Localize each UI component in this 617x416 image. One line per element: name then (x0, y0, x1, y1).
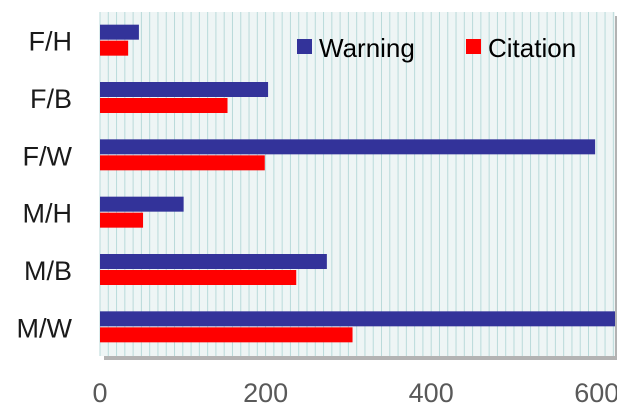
bar-warning-f-w (100, 139, 596, 155)
x-tick-label: 200 (243, 378, 288, 408)
bar-warning-f-b (100, 82, 269, 97)
bar-citation-f-h (100, 40, 129, 56)
bars-group (100, 24, 615, 343)
bar-warning-f-h (100, 24, 139, 40)
legend-label-citation: Citation (488, 33, 576, 63)
legend-swatch-citation (466, 39, 481, 54)
legend: Warning Citation (297, 33, 576, 63)
bar-citation-m-h (100, 212, 144, 228)
bar-citation-m-w (100, 327, 353, 343)
legend-swatch-warning (297, 39, 312, 54)
bar-warning-m-h (100, 196, 184, 212)
bar-citation-m-b (100, 270, 297, 285)
bar-warning-m-b (100, 254, 327, 269)
y-tick-label: M/W (17, 313, 73, 343)
x-tick-label: 400 (409, 378, 454, 408)
y-tick-label: F/B (30, 84, 72, 114)
plot-background (100, 12, 615, 356)
legend-label-warning: Warning (319, 33, 415, 63)
x-tick-label: 600 (574, 378, 617, 408)
y-tick-label: F/W (23, 141, 73, 171)
y-tick-label: F/H (29, 27, 73, 57)
x-tick-label: 0 (92, 378, 107, 408)
bar-warning-m-w (100, 311, 615, 327)
bar-citation-f-b (100, 98, 228, 113)
bar-citation-f-w (100, 155, 265, 171)
y-tick-label: M/B (24, 256, 72, 286)
labels-group: F/H F/B F/W M/H M/B M/W 0 200 400 600 (17, 27, 617, 408)
y-tick-label: M/H (23, 199, 73, 229)
plot-area (99, 12, 617, 360)
